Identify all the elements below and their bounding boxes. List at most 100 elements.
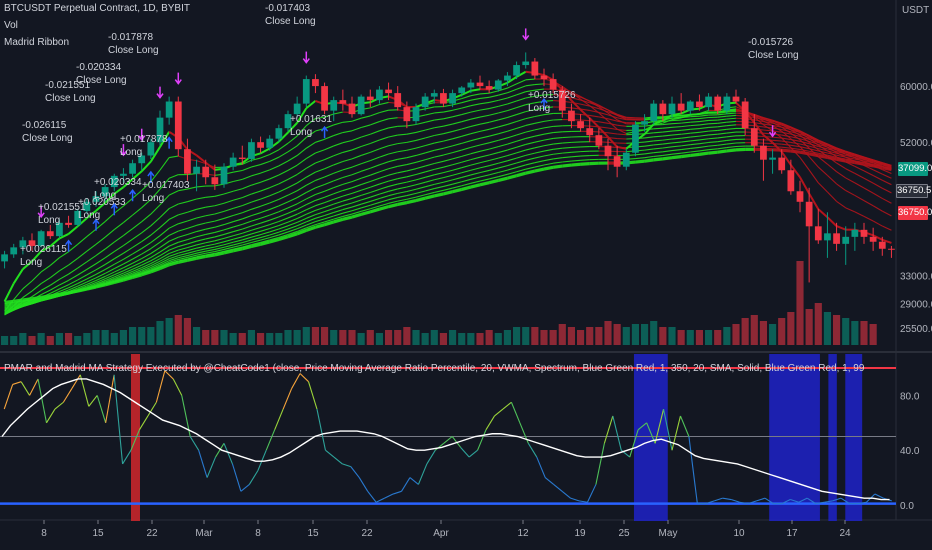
pmar-line — [688, 436, 698, 504]
madrid-ribbon-label[interactable]: Madrid Ribbon — [4, 37, 70, 48]
ribbon-segment — [415, 152, 426, 156]
ribbon-segment — [141, 225, 152, 234]
ribbon-segment — [516, 79, 526, 85]
ribbon-segment — [315, 138, 325, 143]
trade-label-text: Long — [142, 193, 164, 204]
volume-bar — [449, 330, 457, 345]
pmar-line — [806, 497, 816, 505]
ribbon-segment — [287, 213, 298, 219]
ribbon-segment — [489, 119, 499, 123]
indicator-title[interactable]: PMAR and Madrid MA Strategy Executed by … — [4, 363, 864, 374]
volume-bar — [458, 333, 466, 345]
ribbon-segment — [251, 242, 261, 249]
pmar-line — [468, 449, 478, 458]
pmar-line — [603, 415, 614, 444]
ribbon-segment — [726, 112, 737, 115]
ribbon-segment — [644, 124, 654, 131]
ribbon-segment — [854, 154, 865, 159]
candle-body — [211, 177, 219, 185]
ribbon-segment — [699, 126, 709, 130]
ribbon-segment — [507, 157, 517, 162]
ribbon-segment — [50, 288, 60, 294]
time-tick-label: 10 — [733, 528, 745, 539]
trade-label-value: +0.015726 — [528, 90, 576, 101]
ribbon-segment — [827, 146, 837, 151]
ribbon-segment — [114, 276, 124, 281]
ribbon-segment — [516, 131, 526, 136]
ribbon-segment — [881, 166, 892, 172]
ribbon-segment — [525, 115, 535, 120]
ribbon-segment — [580, 96, 590, 102]
ribbon-segment — [516, 91, 526, 96]
ribbon-segment — [205, 226, 215, 230]
trade-label-text: Close Long — [748, 50, 799, 61]
ribbon-segment — [315, 206, 325, 211]
ribbon-segment — [461, 174, 472, 178]
ribbon-segment — [507, 174, 517, 180]
ribbon-segment — [287, 173, 298, 180]
ribbon-segment — [397, 149, 407, 153]
ribbon-segment — [507, 88, 517, 94]
ribbon-segment — [653, 154, 663, 157]
ribbon-segment — [342, 158, 353, 163]
ribbon-segment — [287, 155, 298, 162]
ribbon-segment — [141, 260, 152, 266]
ribbon-segment — [653, 147, 663, 150]
osc-tick-label: 80.0 — [900, 391, 920, 402]
ribbon-segment — [470, 162, 481, 166]
ribbon-segment — [122, 275, 134, 282]
ribbon-segment — [726, 135, 737, 138]
ribbon-segment — [351, 210, 362, 215]
ribbon-segment — [123, 228, 133, 236]
ribbon-segment — [196, 245, 206, 249]
volume-bar — [787, 312, 795, 345]
ribbon-segment — [168, 246, 179, 251]
ribbon-segment — [132, 253, 142, 260]
candle-body — [275, 128, 283, 139]
candle-body — [1, 254, 8, 262]
ribbon-segment — [187, 250, 197, 254]
ribbon-segment — [598, 105, 609, 111]
ribbon-segment — [580, 159, 590, 161]
ribbon-segment — [351, 177, 362, 183]
ribbon-segment — [589, 117, 600, 129]
close-long-arrow-head — [138, 135, 146, 141]
ribbon-segment — [360, 181, 371, 186]
ribbon-segment — [296, 158, 307, 166]
ribbon-segment — [434, 118, 444, 121]
ribbon-segment — [306, 171, 316, 178]
close-long-arrow-head — [119, 150, 128, 157]
pmar-line — [586, 484, 597, 503]
ribbon-segment — [425, 112, 435, 116]
ribbon-segment — [168, 257, 179, 262]
pmar-line — [96, 395, 107, 423]
ribbon-segment — [873, 162, 883, 166]
trade-label-value: -0.026115 — [22, 120, 67, 131]
ribbon-segment — [681, 128, 691, 131]
ribbon-segment — [443, 138, 453, 142]
volume-bar — [394, 330, 402, 345]
ribbon-segment — [315, 159, 325, 164]
ribbon-segment — [379, 145, 389, 150]
ribbon-segment — [489, 126, 499, 130]
ribbon-segment — [571, 151, 581, 153]
ribbon-segment — [278, 233, 289, 238]
ribbon-segment — [40, 245, 51, 253]
ribbon-segment — [4, 304, 14, 308]
pmar-line — [629, 429, 639, 458]
ribbon-segment — [882, 162, 892, 167]
vol-indicator-label[interactable]: Vol — [4, 20, 18, 31]
ribbon-segment — [543, 137, 554, 141]
ribbon-segment — [479, 92, 490, 95]
ribbon-segment — [589, 114, 599, 118]
ribbon-segment — [233, 178, 243, 183]
ribbon-segment — [269, 216, 280, 221]
ribbon-segment — [434, 160, 444, 165]
ribbon-segment — [159, 245, 170, 253]
ribbon-segment — [653, 157, 664, 162]
ribbon-segment — [388, 117, 398, 120]
volume-bar — [55, 333, 63, 345]
pmar-line — [527, 443, 538, 458]
ribbon-segment — [233, 236, 243, 240]
